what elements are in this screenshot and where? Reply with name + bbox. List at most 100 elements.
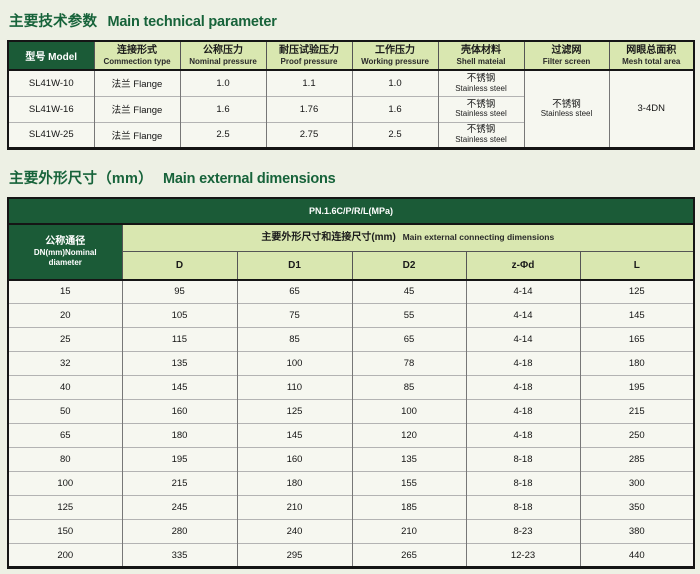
dimension-value-cell: 125 — [236, 399, 353, 424]
t2-header-dn: 公称通径 DN(mm)Nominal diameter — [7, 223, 123, 281]
table-row: 25 115 85 65 4-14 165 — [7, 327, 695, 352]
t2-header-col-D: D — [121, 251, 238, 281]
proof-pressure-cell: 2.75 — [265, 121, 353, 148]
pressure-class-banner: PN.1.6C/P/R/L(MPa) — [7, 197, 695, 225]
t1-header-shell-material: 壳体材料 Shell mateial — [437, 41, 525, 71]
t2-header-dn-en2: diameter — [48, 257, 82, 267]
nominal-pressure-cell: 2.5 — [179, 121, 267, 148]
working-pressure-cell: 1.0 — [351, 69, 439, 96]
t2-header-row1: 公称通径 DN(mm)Nominal diameter 主要外形尺寸和连接尺寸(… — [7, 223, 695, 281]
dimension-value-cell: 78 — [351, 351, 467, 376]
dimension-value-cell: 12-23 — [465, 543, 581, 568]
table-row: 40 145 110 85 4-18 195 — [7, 375, 695, 400]
dimension-value-cell: 245 — [121, 495, 238, 520]
dn-value-cell: 15 — [7, 279, 123, 304]
model-cell: SL41W-10 — [7, 69, 95, 96]
dimension-value-cell: 135 — [351, 447, 467, 472]
t2-banner-row: PN.1.6C/P/R/L(MPa) — [7, 197, 695, 225]
dn-value-cell: 80 — [7, 447, 123, 472]
section2-title-zh: 主要外形尺寸（mm） — [9, 170, 153, 187]
dimension-value-cell: 265 — [351, 543, 467, 568]
dn-value-cell: 25 — [7, 327, 123, 352]
dimension-value-cell: 120 — [351, 423, 467, 448]
cell-text-zh: 不锈钢 — [466, 124, 496, 136]
t1-header-proof-pressure: 耐压试验压力 Proof pressure — [265, 41, 353, 71]
dimension-value-cell: 115 — [121, 327, 238, 352]
section1-title-en: Main technical parameter — [107, 14, 277, 30]
t2-header-dimensions-group: 主要外形尺寸和连接尺寸(mm) Main external connecting… — [121, 223, 695, 252]
dn-value-cell: 20 — [7, 303, 123, 328]
dimension-value-cell: 155 — [351, 471, 467, 496]
t1-header-connection-zh: 连接形式 — [117, 44, 157, 56]
model-cell: SL41W-16 — [7, 95, 95, 122]
t1-header-mesh-area: 网眼总面积 Mesh total area — [608, 41, 695, 71]
dimension-value-cell: 240 — [236, 519, 353, 544]
dimension-value-cell: 180 — [579, 351, 695, 376]
table-row: SL41W-16 法兰 Flange 1.6 1.76 1.6 不锈钢 Stainless … — [7, 95, 694, 122]
t1-header-connection: 连接形式 Commection type — [93, 41, 181, 71]
dimension-value-cell: 180 — [236, 471, 353, 496]
dimension-value-cell: 105 — [121, 303, 238, 328]
t2-header-row2: D D1 D2 z-Φd L — [8, 251, 695, 281]
table-row: 20 105 75 55 4-14 145 — [7, 303, 695, 328]
dimension-value-cell: 8-18 — [465, 495, 581, 520]
dimension-value-cell: 160 — [236, 447, 353, 472]
dimension-value-cell: 380 — [579, 519, 695, 544]
dimension-value-cell: 55 — [351, 303, 467, 328]
dimension-value-cell: 195 — [579, 375, 695, 400]
dimension-value-cell: 4-14 — [465, 327, 581, 352]
table-row: 80 195 160 135 8-18 285 — [7, 447, 695, 472]
model-cell: SL41W-25 — [7, 121, 95, 148]
dimension-value-cell: 110 — [236, 375, 353, 400]
t2-header-dn-zh: 公称通径 — [45, 236, 86, 248]
dimension-value-cell: 195 — [121, 447, 238, 472]
shell-material-cell: 不锈钢 Stainless steel — [437, 121, 525, 148]
dimension-value-cell: 185 — [351, 495, 467, 520]
section1-title: 主要技术参数 Main technical parameter — [9, 10, 693, 31]
dimension-value-cell: 4-18 — [465, 375, 581, 400]
cell-text-en: Stainless steel — [455, 83, 507, 93]
dimension-value-cell: 45 — [351, 279, 467, 304]
connection-cell: 法兰 Flange — [93, 121, 181, 148]
t2-header-dn-en1: DN(mm)Nominal — [33, 248, 97, 258]
table-row: SL41W-10 法兰 Flange 1.0 1.1 1.0 不锈钢 Stainless s… — [7, 69, 695, 148]
nominal-pressure-cell: 1.6 — [179, 95, 267, 122]
dimension-value-cell: 65 — [236, 279, 353, 304]
dimension-value-cell: 85 — [236, 327, 353, 352]
dimension-value-cell: 350 — [579, 495, 695, 520]
t1-header-shell-zh: 壳体材料 — [461, 44, 501, 56]
shell-material-cell: 不锈钢 Stainless steel — [437, 95, 525, 122]
t1-header-nominal-zh: 公称压力 — [203, 44, 243, 56]
dimension-value-cell: 8-18 — [465, 471, 581, 496]
t1-header-proof-zh: 耐压试验压力 — [279, 44, 339, 56]
dimension-value-cell: 75 — [236, 303, 353, 328]
cell-text-en: Stainless steel — [540, 109, 593, 119]
dimension-value-cell: 210 — [236, 495, 353, 520]
dn-value-cell: 200 — [7, 543, 123, 568]
dimension-value-cell: 8-18 — [465, 447, 581, 472]
dimension-value-cell: 8-23 — [465, 519, 581, 544]
table-row: 15 95 65 45 4-14 125 — [7, 279, 695, 304]
table-row: 50 160 125 100 4-18 215 — [7, 399, 695, 424]
cell-text-en: Stainless steel — [455, 134, 507, 144]
dimension-value-cell: 4-14 — [465, 303, 581, 328]
table-row: 100 215 180 155 8-18 300 — [7, 471, 695, 496]
table-row: 200 335 295 265 12-23 440 — [7, 543, 695, 568]
t2-header-col-D2: D2 — [351, 251, 467, 281]
t2-header-col-D1: D1 — [236, 251, 353, 281]
dimension-value-cell: 4-18 — [465, 399, 581, 424]
table-row: 32 135 100 78 4-18 180 — [7, 351, 695, 376]
working-pressure-cell: 2.5 — [351, 121, 439, 148]
dimension-value-cell: 440 — [579, 543, 695, 568]
t1-header-shell-en: Shell mateial — [456, 56, 506, 66]
section1-title-zh: 主要技术参数 — [9, 14, 98, 30]
section2-title-en: Main external dimensions — [163, 170, 336, 187]
table-row: 125 245 210 185 8-18 350 — [7, 495, 695, 520]
dimension-value-cell: 295 — [236, 543, 353, 568]
dimension-value-cell: 4-18 — [465, 423, 581, 448]
dimension-value-cell: 95 — [121, 279, 238, 304]
dimension-value-cell: 100 — [351, 399, 467, 424]
shell-material-cell: 不锈钢 Stainless steel — [437, 69, 525, 96]
dimension-value-cell: 215 — [121, 471, 238, 496]
